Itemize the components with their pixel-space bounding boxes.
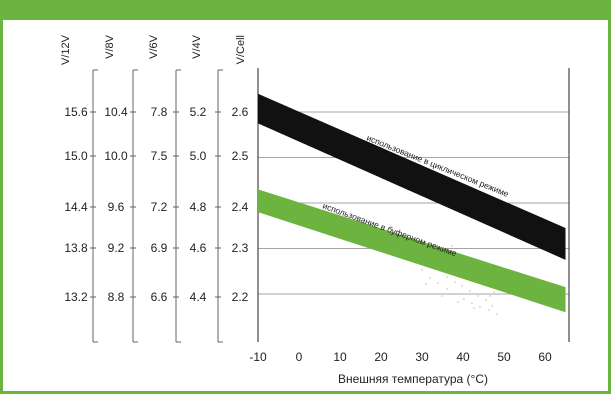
y-tick-label: 10.0: [104, 149, 128, 163]
x-tick-label: 20: [374, 350, 388, 364]
speckle-dot-39: [451, 245, 453, 247]
y-axis-label-2: V/6V: [148, 34, 160, 59]
y-tick-label: 9.6: [108, 200, 125, 214]
speckle-dot-19: [493, 291, 495, 293]
speckle-dot-6: [461, 285, 463, 287]
series-band-0: [258, 93, 566, 260]
y-tick-label: 7.2: [151, 200, 168, 214]
x-tick-label: 30: [415, 350, 429, 364]
y-tick-label: 6.6: [151, 290, 168, 304]
y-tick-label: 7.8: [151, 105, 168, 119]
x-tick-label: 40: [456, 350, 470, 364]
speckle-dot-25: [463, 298, 465, 300]
y-tick-label: 15.6: [64, 105, 88, 119]
y-axis-label-4: V/Cell: [235, 35, 247, 64]
speckle-dot-8: [477, 295, 479, 297]
y-tick-label: 13.2: [64, 290, 88, 304]
speckle-dot-27: [479, 306, 481, 308]
x-tick-label: 10: [333, 350, 347, 364]
speckle-dot-24: [454, 293, 456, 295]
speckle-dot-5: [454, 281, 456, 283]
y-axis-label-0: V/12V: [60, 34, 72, 65]
speckle-dot-23: [446, 288, 448, 290]
speckle-dot-4: [446, 276, 448, 278]
speckle-dot-33: [457, 301, 459, 303]
y-tick-label: 10.4: [104, 105, 128, 119]
y-axis-label-1: V/8V: [104, 34, 116, 59]
speckle-dot-35: [489, 295, 491, 297]
y-tick-label: 9.2: [108, 241, 125, 255]
y-tick-label: 15.0: [64, 149, 88, 163]
y-tick-label: 7.5: [151, 149, 168, 163]
y-tick-label: 2.2: [232, 290, 249, 304]
x-axis-label: Внешняя температура (°C): [338, 372, 488, 386]
speckle-dot-26: [471, 302, 473, 304]
y-tick-label: 8.8: [108, 290, 125, 304]
x-tick-label: -10: [249, 350, 267, 364]
y-tick-label: 4.6: [190, 241, 207, 255]
speckle-dot-21: [429, 277, 431, 279]
speckle-dot-32: [441, 295, 443, 297]
y-tick-label: 2.4: [232, 200, 249, 214]
y-tick-label: 5.0: [190, 149, 207, 163]
y-tick-label: 6.9: [151, 241, 168, 255]
y-tick-label: 2.5: [232, 149, 249, 163]
speckle-dot-34: [473, 307, 475, 309]
speckle-dot-31: [425, 283, 427, 285]
y-tick-label: 2.3: [232, 241, 249, 255]
speckle-dot-29: [496, 313, 498, 315]
y-tick-label: 4.8: [190, 200, 207, 214]
speckle-dot-22: [437, 282, 439, 284]
speckle-dot-10: [491, 305, 493, 307]
speckle-dot-20: [421, 269, 423, 271]
y-tick-label: 14.4: [64, 200, 88, 214]
y-tick-label: 5.2: [190, 105, 207, 119]
y-tick-label: 4.4: [190, 290, 207, 304]
x-tick-label: 0: [296, 350, 303, 364]
x-tick-label: 50: [497, 350, 511, 364]
y-tick-label: 2.6: [232, 105, 249, 119]
speckle-dot-7: [469, 290, 471, 292]
y-axis-label-3: V/4V: [191, 34, 203, 59]
series-band-1: [258, 189, 566, 313]
y-tick-label: 13.8: [64, 241, 88, 255]
x-tick-label: 60: [538, 350, 552, 364]
speckle-dot-9: [485, 299, 487, 301]
speckle-dot-28: [488, 309, 490, 311]
header-bar: [0, 0, 611, 20]
